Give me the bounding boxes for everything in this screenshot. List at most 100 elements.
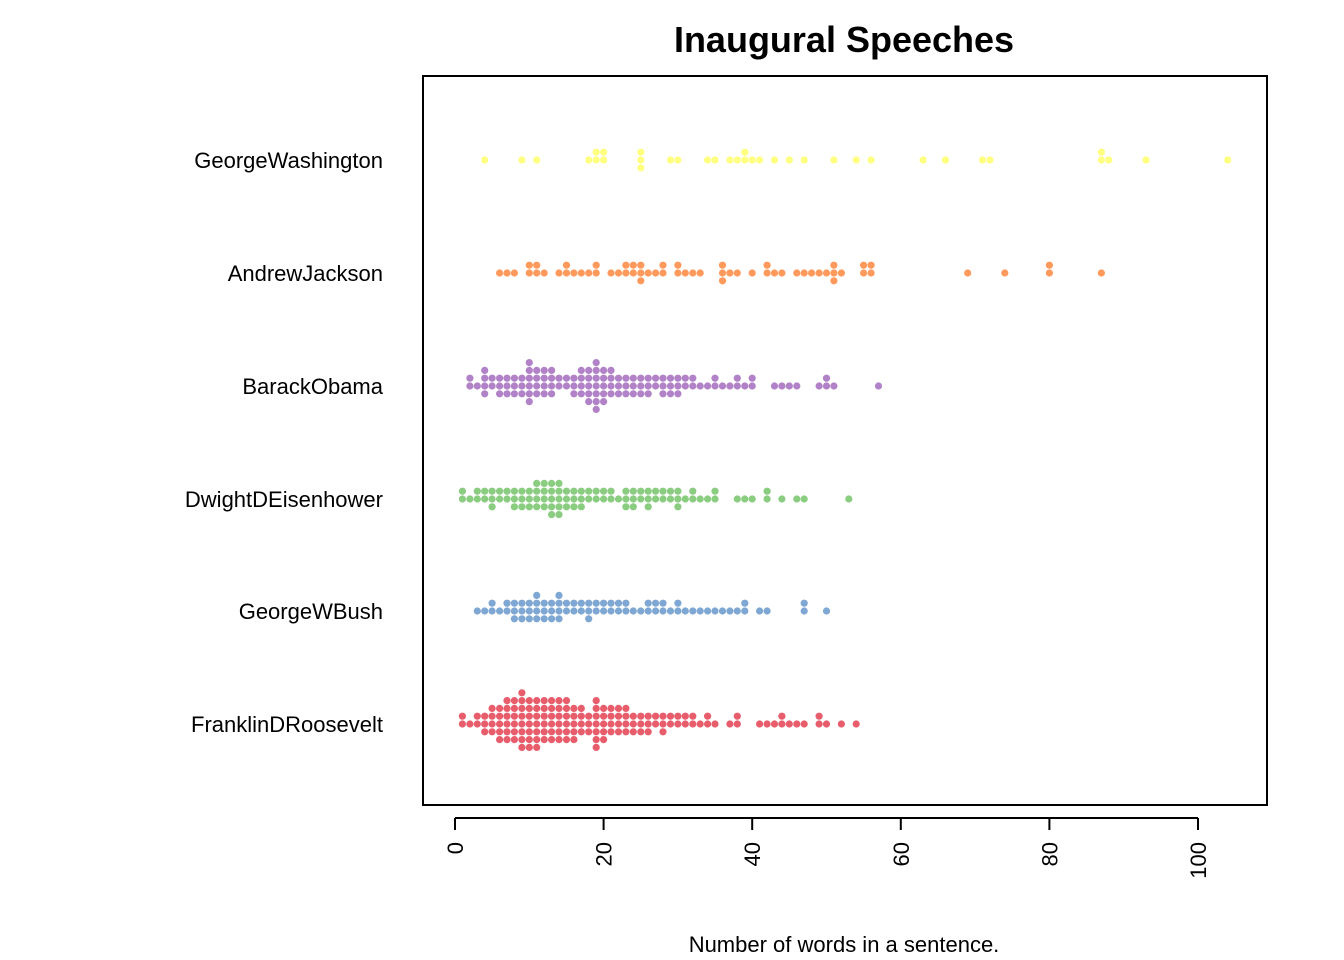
data-point	[637, 728, 645, 736]
data-point	[570, 704, 578, 713]
data-point	[674, 269, 682, 277]
data-point	[496, 720, 504, 728]
data-point	[637, 261, 645, 269]
data-point	[600, 599, 608, 607]
data-point	[555, 607, 563, 615]
data-point	[666, 487, 675, 495]
data-point	[964, 269, 972, 277]
data-point	[481, 382, 489, 390]
data-point	[622, 704, 630, 713]
data-point	[481, 607, 489, 615]
data-point	[585, 487, 593, 495]
data-point	[867, 261, 875, 269]
data-point	[748, 382, 756, 390]
data-point	[592, 382, 600, 390]
chart-title: Inaugural Speeches	[674, 19, 1014, 60]
data-point	[540, 736, 548, 744]
data-point	[548, 736, 556, 744]
data-point	[726, 156, 734, 164]
data-point	[488, 503, 496, 511]
data-point	[458, 720, 466, 728]
data-point	[510, 487, 518, 495]
data-point	[592, 704, 600, 713]
data-point	[674, 720, 682, 728]
data-point	[481, 487, 489, 495]
data-point	[756, 720, 764, 728]
data-point	[785, 720, 793, 728]
data-point	[689, 495, 697, 503]
data-point	[622, 382, 630, 390]
data-point	[941, 156, 950, 164]
data-point	[533, 156, 541, 164]
data-point	[741, 607, 749, 615]
data-point	[830, 269, 838, 277]
data-point	[585, 495, 593, 503]
data-point	[629, 712, 637, 720]
data-point	[830, 156, 838, 164]
data-point	[518, 487, 526, 495]
data-point	[644, 487, 652, 495]
data-point	[763, 261, 771, 269]
data-point	[674, 156, 682, 164]
data-point	[466, 495, 474, 503]
data-point	[637, 382, 645, 390]
data-point	[496, 607, 504, 615]
data-point	[533, 591, 541, 600]
data-point	[726, 720, 734, 728]
data-point	[570, 607, 578, 615]
data-point	[711, 487, 719, 495]
data-point	[473, 607, 481, 615]
data-point	[622, 720, 630, 728]
data-point	[674, 261, 682, 269]
data-point	[533, 743, 541, 752]
data-point	[481, 712, 489, 720]
data-point	[555, 269, 563, 277]
data-point	[525, 743, 533, 752]
data-point	[518, 156, 526, 164]
data-point	[555, 712, 563, 720]
data-point	[540, 366, 548, 374]
data-point	[748, 269, 756, 277]
data-point	[555, 510, 563, 519]
data-point	[614, 382, 623, 390]
data-point	[681, 374, 689, 382]
data-point	[696, 495, 704, 503]
data-point	[510, 503, 518, 511]
data-point	[637, 487, 645, 495]
data-point	[644, 503, 652, 511]
data-point	[600, 704, 608, 713]
data-point	[570, 495, 578, 503]
data-point	[622, 607, 630, 615]
data-point	[533, 736, 541, 744]
y-tick-label: AndrewJackson	[228, 261, 383, 286]
data-point	[756, 156, 764, 164]
data-point	[733, 269, 741, 277]
data-point	[548, 704, 556, 713]
data-point	[644, 607, 652, 615]
data-point	[503, 712, 511, 720]
data-point	[510, 736, 518, 744]
plot-frame	[422, 75, 1268, 806]
data-point	[830, 261, 838, 269]
data-point	[614, 390, 623, 398]
data-point	[585, 398, 593, 406]
data-point	[1045, 269, 1053, 277]
data-point	[496, 390, 504, 398]
data-point	[733, 374, 741, 382]
data-point	[733, 156, 741, 164]
data-point	[533, 366, 541, 374]
data-point	[867, 156, 875, 164]
data-point	[978, 156, 987, 164]
data-point	[592, 495, 600, 503]
data-point	[607, 390, 615, 398]
data-point	[637, 712, 645, 720]
data-point	[488, 712, 496, 720]
data-point	[592, 269, 600, 277]
data-point	[473, 720, 481, 728]
data-point	[592, 148, 600, 156]
data-point	[548, 728, 556, 736]
data-point	[562, 712, 571, 720]
data-point	[704, 495, 712, 503]
data-point	[510, 615, 518, 623]
data-point	[785, 156, 793, 164]
